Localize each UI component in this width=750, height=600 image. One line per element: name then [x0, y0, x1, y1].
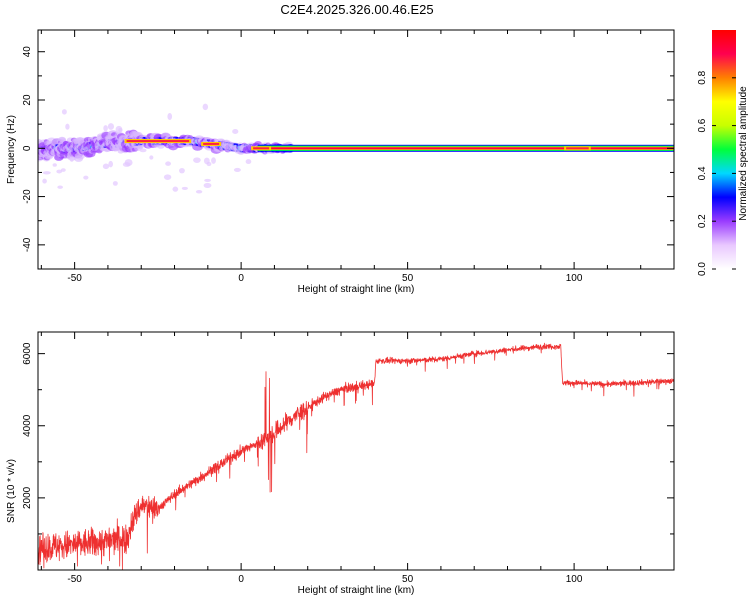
spectrogram-y-tick-label: 20	[22, 94, 33, 106]
spectrogram-speck	[61, 109, 67, 115]
spectrogram-speck	[165, 161, 171, 166]
spectrogram-x-axis-label: Height of straight line (km)	[298, 284, 415, 295]
spectrogram-speck	[167, 113, 173, 120]
spectrogram-speck	[102, 163, 110, 170]
spectrogram-frame	[37, 29, 675, 270]
spectrogram-x-tick-label: 0	[238, 273, 244, 284]
snr-x-tick-label: -50	[67, 574, 82, 585]
spectrogram-speck	[204, 178, 211, 182]
colorbar-tick-label: 0.2	[697, 214, 708, 228]
spectrogram-peak-core	[253, 147, 270, 150]
spectrogram-y-tick-label: 40	[22, 46, 33, 58]
spectrogram-y-tick-label: -20	[22, 189, 33, 204]
spectrogram-speck	[163, 174, 172, 180]
colorbar-scale	[712, 30, 736, 269]
snr-x-tick-label: 100	[566, 574, 583, 585]
spectrogram-speck	[203, 182, 212, 188]
spectrogram-speck	[42, 178, 47, 184]
carrier-band-peak	[257, 147, 674, 150]
spectrogram-speck	[52, 163, 57, 167]
colorbar-tick-label: 0.4	[697, 166, 708, 180]
snr-x-tick-label: 0	[238, 574, 244, 585]
spectrogram-speck	[139, 148, 147, 153]
spectrogram-speck	[57, 185, 63, 189]
snr-marks	[38, 342, 674, 570]
spectrogram-speck	[69, 156, 74, 162]
spectrogram-x-tick-label: 50	[402, 273, 414, 284]
spectrogram-speck	[112, 181, 118, 186]
spectrogram-ticks: -50 0 50 100 -40 -20 0 20 40	[22, 30, 675, 284]
spectrogram-speck	[83, 175, 89, 180]
snr-plot-area	[38, 332, 674, 570]
spectrogram-y-tick-label: -40	[22, 237, 33, 252]
spectrogram-peak-core	[566, 147, 589, 150]
spectrogram-speck	[42, 171, 51, 175]
spectrogram-panel: -50 0 50 100 -40 -20 0 20 40 Height of straight …	[6, 29, 675, 295]
spectrogram-speck	[107, 123, 115, 130]
colorbar: 0.0 0.2 0.4 0.6 0.8 Normalized spectral ampl…	[697, 30, 749, 276]
spectrogram-speck	[245, 159, 252, 165]
snr-y-axis-label: SNR (10 * v/v)	[6, 459, 17, 523]
spectrogram-marks	[38, 103, 674, 194]
snr-x-axis-label: Height of straight line (km)	[298, 585, 415, 596]
spectrogram-peak-core	[126, 140, 190, 143]
snr-y-tick-label: 4000	[22, 414, 33, 437]
spectrogram-speck	[60, 168, 66, 172]
spectrogram-speck	[56, 169, 63, 174]
colorbar-label: Normalized spectral amplitude	[738, 86, 749, 221]
spectrogram-speck	[179, 167, 185, 174]
spectrogram-speck	[115, 125, 123, 133]
spectrogram-speck	[181, 186, 188, 190]
spectrogram-x-tick-label: 100	[566, 273, 583, 284]
spectrogram-speck	[65, 123, 70, 130]
figure-title: C2E4.2025.326.00.46.E25	[280, 2, 433, 17]
spectrogram-speck	[96, 136, 101, 141]
spectrogram-speck	[172, 186, 179, 192]
colorbar-tick-label: 0.8	[697, 70, 708, 84]
spectrogram-speck	[206, 161, 212, 167]
colorbar-tick-label: 0.6	[697, 118, 708, 132]
spectrogram-x-tick-label: -50	[67, 273, 82, 284]
spectrogram-speck	[232, 129, 239, 134]
snr-panel: -50 0 50 100 2000 4000 6000 Height of straight…	[6, 331, 675, 596]
snr-frame	[37, 331, 675, 571]
snr-x-tick-label: 50	[402, 574, 414, 585]
spectrogram-speck	[211, 157, 216, 164]
snr-ticks: -50 0 50 100 2000 4000 6000	[22, 332, 675, 585]
spectrogram-speck	[108, 160, 114, 168]
snr-series-line	[38, 342, 674, 570]
spectrogram-peak-core	[203, 142, 220, 145]
spectrogram-speck	[103, 125, 108, 132]
spectrogram-speck	[149, 155, 154, 160]
spectrogram-speck	[233, 167, 241, 172]
spectrogram-speck	[193, 157, 201, 163]
snr-y-tick-label: 2000	[22, 486, 33, 509]
spectrogram-y-axis-label: Frequency (Hz)	[6, 115, 17, 184]
spectrogram-speck	[122, 162, 131, 167]
snr-y-tick-label: 6000	[22, 342, 33, 365]
spectrogram-speck	[195, 189, 203, 194]
colorbar-ticks: 0.0 0.2 0.4 0.6 0.8	[697, 70, 736, 276]
spectrogram-speck	[202, 103, 209, 111]
colorbar-tick-label: 0.0	[697, 262, 708, 276]
spectrogram-y-tick-label: 0	[22, 145, 33, 151]
